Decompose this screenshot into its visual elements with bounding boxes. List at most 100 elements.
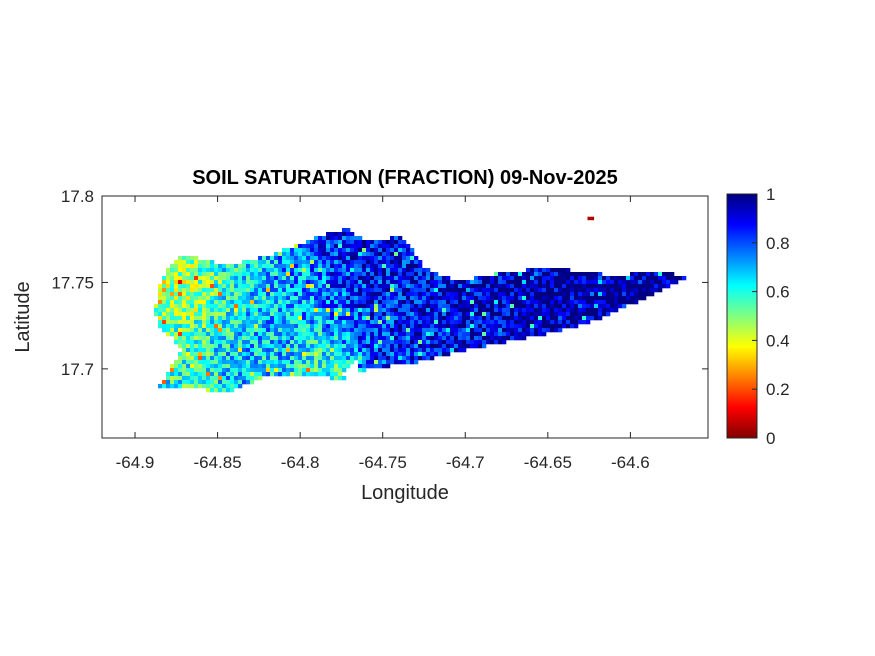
saturation-cell <box>342 332 347 337</box>
saturation-cell <box>410 280 415 285</box>
saturation-cell <box>470 288 475 293</box>
saturation-cell <box>518 296 523 301</box>
saturation-cell <box>398 324 403 329</box>
saturation-cell <box>374 340 379 345</box>
saturation-cell <box>182 304 187 309</box>
saturation-cell <box>366 264 371 269</box>
saturation-cell <box>466 296 471 301</box>
saturation-cell <box>362 268 367 273</box>
saturation-cell <box>270 272 275 277</box>
saturation-cell <box>214 364 219 369</box>
saturation-cell <box>590 308 595 313</box>
saturation-cell <box>546 284 551 289</box>
saturation-cell <box>538 328 543 333</box>
saturation-cell <box>366 292 371 297</box>
saturation-cell <box>398 352 403 357</box>
saturation-cell <box>306 328 311 333</box>
saturation-cell <box>262 368 267 373</box>
saturation-cell <box>306 316 311 321</box>
saturation-cell <box>270 260 275 265</box>
saturation-cell <box>370 332 375 337</box>
saturation-cell <box>486 340 491 345</box>
saturation-cell <box>554 328 559 333</box>
saturation-cell <box>494 340 499 345</box>
saturation-cell <box>270 368 275 373</box>
saturation-cell <box>490 328 495 333</box>
saturation-cell <box>318 276 323 281</box>
saturation-cell <box>346 264 351 269</box>
saturation-cell <box>194 280 199 285</box>
saturation-cell <box>438 332 443 337</box>
saturation-cell <box>230 272 235 277</box>
saturation-cell <box>374 364 379 369</box>
saturation-cell <box>386 292 391 297</box>
saturation-cell <box>626 276 631 281</box>
saturation-cell <box>378 272 383 277</box>
saturation-cell <box>478 304 483 309</box>
saturation-cell <box>462 340 467 345</box>
saturation-cell <box>254 288 259 293</box>
saturation-cell <box>298 332 303 337</box>
saturation-cell <box>250 356 255 361</box>
saturation-cell <box>446 340 451 345</box>
saturation-cell <box>482 300 487 305</box>
saturation-cell <box>358 304 363 309</box>
saturation-cell <box>334 372 339 377</box>
saturation-cell <box>282 264 287 269</box>
saturation-cell <box>198 364 203 369</box>
saturation-cell <box>290 340 295 345</box>
saturation-cell <box>578 276 583 281</box>
saturation-cell <box>342 248 347 253</box>
saturation-cell <box>262 348 267 353</box>
saturation-cell <box>282 356 287 361</box>
saturation-cell <box>346 320 351 325</box>
saturation-cell <box>358 276 363 281</box>
saturation-cell <box>238 308 243 313</box>
saturation-cell <box>310 336 315 341</box>
saturation-cell <box>562 268 567 273</box>
saturation-cell <box>314 304 319 309</box>
saturation-cell <box>566 292 571 297</box>
saturation-cell <box>214 368 219 373</box>
saturation-cell <box>586 320 591 325</box>
saturation-cell <box>534 320 539 325</box>
saturation-cell <box>190 300 195 305</box>
saturation-cell <box>214 276 219 281</box>
saturation-cell <box>518 324 523 329</box>
saturation-cell <box>474 344 479 349</box>
saturation-cell <box>206 284 211 289</box>
saturation-cell <box>390 260 395 265</box>
saturation-cell <box>602 284 607 289</box>
saturation-cell <box>286 368 291 373</box>
saturation-cell <box>194 368 199 373</box>
saturation-cell <box>518 304 523 309</box>
saturation-cell <box>398 248 403 253</box>
islet-shape <box>587 216 595 221</box>
saturation-cell <box>490 320 495 325</box>
saturation-cell <box>406 260 411 265</box>
saturation-cell <box>334 284 339 289</box>
saturation-cell <box>246 360 251 365</box>
saturation-cell <box>174 304 179 309</box>
saturation-cell <box>318 248 323 253</box>
saturation-cell <box>274 272 279 277</box>
saturation-cell <box>414 272 419 277</box>
saturation-cell <box>422 308 427 313</box>
saturation-cell <box>382 332 387 337</box>
saturation-cell <box>326 288 331 293</box>
saturation-cell <box>362 296 367 301</box>
saturation-cell <box>282 368 287 373</box>
saturation-cell <box>366 248 371 253</box>
saturation-cell <box>354 268 359 273</box>
saturation-cell <box>254 292 259 297</box>
saturation-cell <box>606 288 611 293</box>
saturation-cell <box>454 312 459 317</box>
saturation-cell <box>182 296 187 301</box>
saturation-cell <box>314 324 319 329</box>
saturation-cell <box>342 376 347 381</box>
saturation-cell <box>246 344 251 349</box>
saturation-cell <box>274 304 279 309</box>
saturation-cell <box>502 336 507 341</box>
saturation-cell <box>298 264 303 269</box>
saturation-cell <box>230 288 235 293</box>
